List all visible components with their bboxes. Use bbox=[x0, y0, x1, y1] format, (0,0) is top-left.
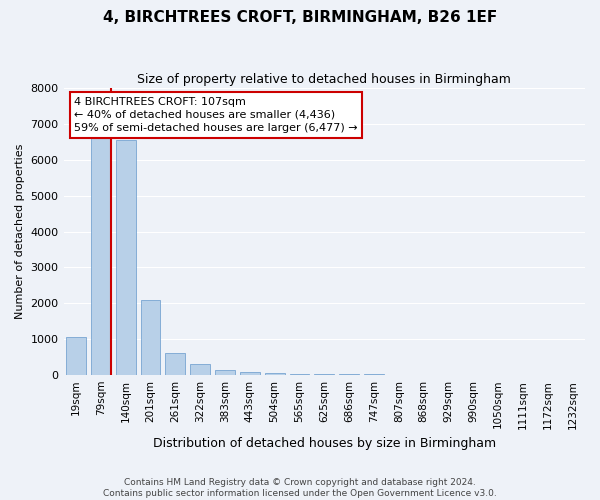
Text: Contains HM Land Registry data © Crown copyright and database right 2024.
Contai: Contains HM Land Registry data © Crown c… bbox=[103, 478, 497, 498]
Text: 4 BIRCHTREES CROFT: 107sqm
← 40% of detached houses are smaller (4,436)
59% of s: 4 BIRCHTREES CROFT: 107sqm ← 40% of deta… bbox=[74, 96, 358, 133]
Bar bbox=[240, 372, 260, 375]
Bar bbox=[290, 374, 310, 375]
Bar bbox=[116, 140, 136, 375]
Y-axis label: Number of detached properties: Number of detached properties bbox=[15, 144, 25, 319]
Bar bbox=[190, 364, 210, 375]
Bar bbox=[339, 374, 359, 375]
Bar bbox=[389, 374, 409, 375]
Text: 4, BIRCHTREES CROFT, BIRMINGHAM, B26 1EF: 4, BIRCHTREES CROFT, BIRMINGHAM, B26 1EF bbox=[103, 10, 497, 25]
Bar bbox=[166, 353, 185, 375]
Title: Size of property relative to detached houses in Birmingham: Size of property relative to detached ho… bbox=[137, 72, 511, 86]
Bar bbox=[215, 370, 235, 375]
Bar bbox=[140, 300, 160, 375]
Bar bbox=[364, 374, 384, 375]
X-axis label: Distribution of detached houses by size in Birmingham: Distribution of detached houses by size … bbox=[153, 437, 496, 450]
Bar bbox=[314, 374, 334, 375]
Bar bbox=[91, 138, 111, 375]
Bar bbox=[265, 373, 284, 375]
Bar bbox=[66, 338, 86, 375]
